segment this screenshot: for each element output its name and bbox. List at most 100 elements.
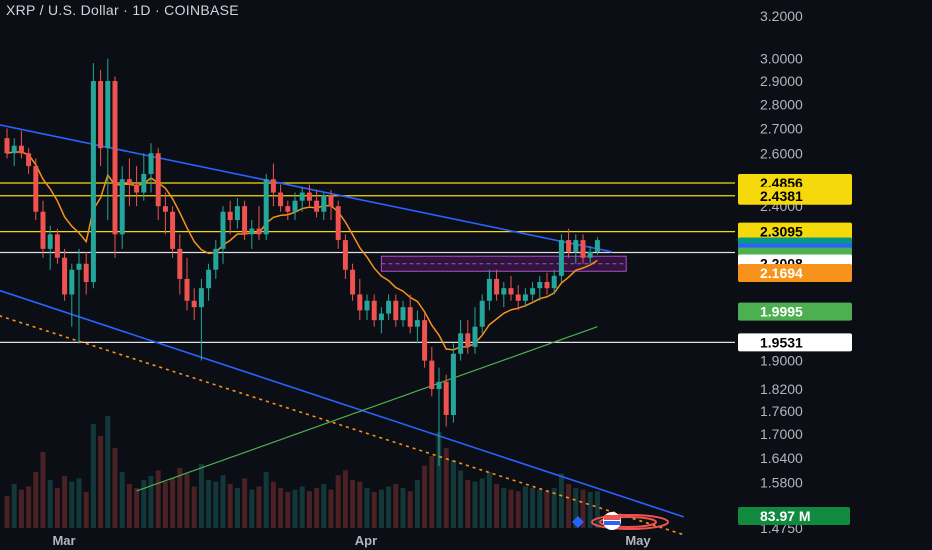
candle-body[interactable]	[422, 320, 428, 361]
candle-body[interactable]	[177, 248, 183, 279]
candle-body[interactable]	[126, 179, 132, 185]
candle-body[interactable]	[407, 307, 413, 327]
candle-body[interactable]	[119, 179, 125, 235]
price-tag-label: 2.4381	[760, 188, 803, 204]
candle-body[interactable]	[234, 206, 240, 221]
candle-body[interactable]	[18, 145, 24, 154]
candle-body[interactable]	[371, 300, 377, 321]
candle-body[interactable]	[472, 326, 478, 347]
candle-body[interactable]	[566, 240, 572, 252]
candle-body[interactable]	[83, 263, 89, 282]
candle-body[interactable]	[69, 269, 75, 295]
candle-body[interactable]	[587, 251, 593, 258]
candle-body[interactable]	[306, 192, 312, 201]
event-marker-icon[interactable]	[572, 516, 584, 528]
x-tick-label: Apr	[355, 533, 377, 548]
candle-body[interactable]	[558, 240, 564, 276]
candle-body[interactable]	[184, 278, 190, 301]
candle-body[interactable]	[148, 153, 154, 174]
candle-body[interactable]	[450, 353, 456, 415]
candle-body[interactable]	[357, 294, 363, 311]
candle-body[interactable]	[364, 300, 370, 311]
candle-body[interactable]	[486, 278, 492, 301]
candle-body[interactable]	[62, 257, 68, 295]
candle-body[interactable]	[292, 200, 298, 212]
candle-body[interactable]	[508, 288, 514, 295]
candle-body[interactable]	[515, 294, 521, 301]
candle-body[interactable]	[54, 234, 60, 258]
candle-body[interactable]	[414, 320, 420, 327]
candle-body[interactable]	[429, 360, 435, 390]
candle-body[interactable]	[191, 300, 197, 308]
candle-body[interactable]	[378, 313, 384, 321]
candle-body[interactable]	[400, 307, 406, 321]
volume-bar	[494, 484, 500, 528]
candle-body[interactable]	[256, 228, 262, 235]
candle-body[interactable]	[26, 153, 32, 167]
time-axis[interactable]: Mar Apr May	[52, 533, 651, 548]
candle-body[interactable]	[220, 211, 226, 249]
candle-body[interactable]	[227, 211, 233, 221]
candle-body[interactable]	[443, 381, 449, 415]
candle-body[interactable]	[40, 211, 46, 249]
candle-body[interactable]	[263, 179, 269, 235]
candle-body[interactable]	[278, 192, 284, 207]
candle-body[interactable]	[328, 195, 334, 207]
candle-body[interactable]	[479, 300, 485, 327]
volume-bar	[306, 491, 312, 528]
candle-body[interactable]	[90, 81, 96, 282]
candle-body[interactable]	[386, 300, 392, 314]
flag-icon[interactable]	[572, 512, 669, 530]
candle-body[interactable]	[285, 206, 291, 212]
candle-body[interactable]	[47, 234, 53, 249]
candle-body[interactable]	[551, 275, 557, 289]
volume-bar	[436, 432, 442, 528]
candle-body[interactable]	[335, 206, 341, 241]
price-axis[interactable]: 3.20003.00002.90002.80002.70002.60002.40…	[760, 8, 803, 536]
candle-body[interactable]	[299, 192, 305, 201]
candle-body[interactable]	[213, 248, 219, 270]
candle-body[interactable]	[321, 195, 327, 212]
candle-body[interactable]	[198, 288, 204, 308]
candle-body[interactable]	[11, 145, 17, 154]
volume-bar	[148, 476, 154, 528]
candle-body[interactable]	[465, 333, 471, 347]
candle-body[interactable]	[573, 240, 579, 252]
candle-body[interactable]	[544, 281, 550, 289]
candle-body[interactable]	[522, 294, 528, 301]
candle-body[interactable]	[155, 153, 161, 207]
candle-body[interactable]	[580, 240, 586, 258]
candle-body[interactable]	[501, 288, 507, 295]
candle-body[interactable]	[594, 240, 600, 252]
volume-bar	[98, 436, 104, 528]
candle-body[interactable]	[458, 333, 464, 354]
candle-body[interactable]	[436, 381, 442, 390]
candle-body[interactable]	[494, 278, 500, 295]
candle-body[interactable]	[105, 81, 111, 149]
candle-body[interactable]	[350, 269, 356, 295]
volume-bar	[198, 464, 204, 528]
candle-body[interactable]	[249, 228, 255, 235]
candle-body[interactable]	[530, 288, 536, 295]
candles-layer[interactable]	[4, 58, 600, 467]
candle-body[interactable]	[134, 184, 140, 193]
dotted-support-line	[0, 315, 685, 536]
candle-body[interactable]	[98, 81, 104, 149]
candle-body[interactable]	[342, 240, 348, 270]
candle-body[interactable]	[162, 206, 168, 212]
candle-body[interactable]	[242, 206, 248, 235]
volume-bar	[522, 486, 528, 528]
candle-body[interactable]	[76, 263, 82, 270]
candle-body[interactable]	[206, 269, 212, 289]
candle-body[interactable]	[314, 200, 320, 212]
candle-body[interactable]	[141, 173, 147, 193]
candle-body[interactable]	[33, 166, 39, 212]
candle-body[interactable]	[393, 300, 399, 321]
candle-body[interactable]	[270, 179, 276, 193]
volume-bar	[580, 489, 586, 528]
candle-body[interactable]	[112, 81, 118, 235]
candle-body[interactable]	[537, 281, 543, 289]
candle-body[interactable]	[170, 211, 176, 249]
candle-body[interactable]	[4, 138, 10, 154]
